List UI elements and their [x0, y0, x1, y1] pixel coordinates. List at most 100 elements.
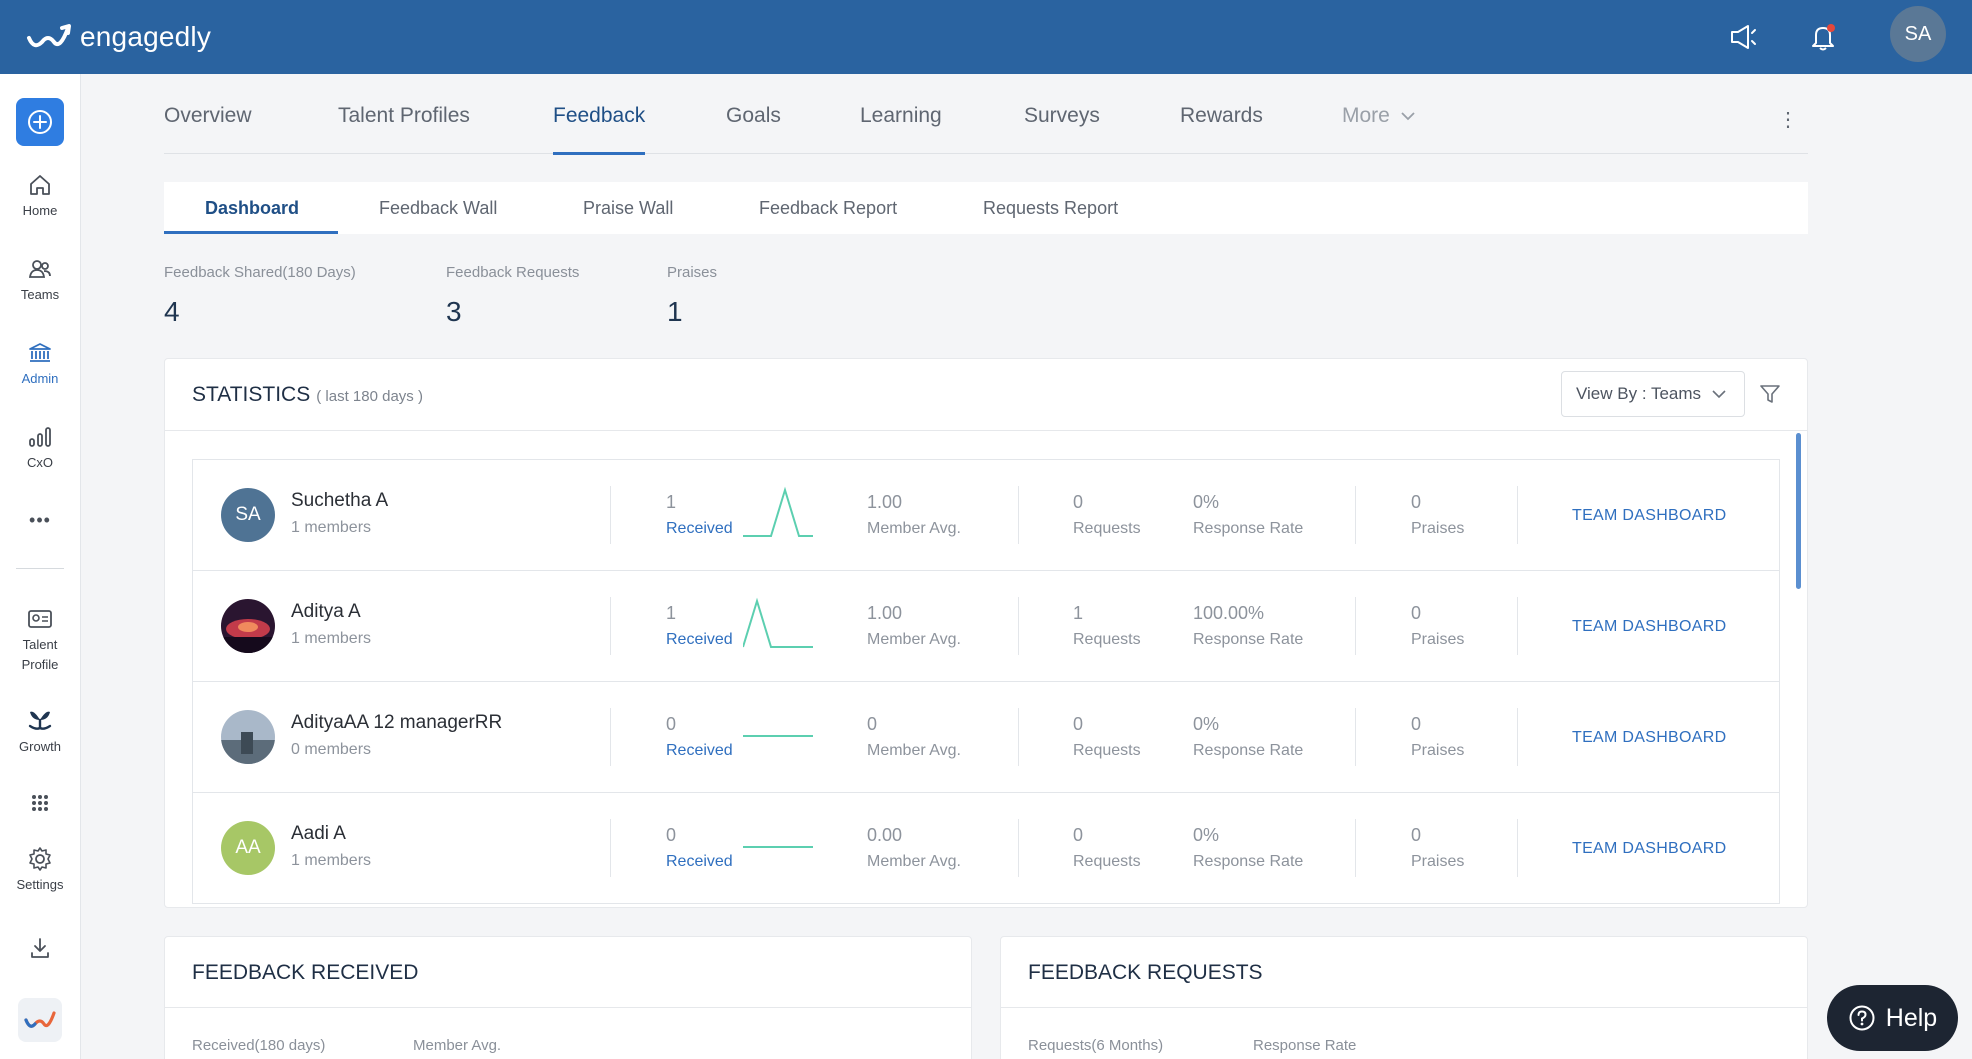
kebab-menu-icon[interactable]: ⋮ [1778, 109, 1798, 131]
rail-more-button[interactable]: ••• [0, 510, 80, 530]
requests-value: 0 [1073, 714, 1084, 734]
plus-circle-icon [28, 110, 52, 134]
rail-item-talent-profile[interactable]: Talent Profile [0, 606, 80, 675]
rail-item-settings[interactable]: Settings [0, 846, 80, 895]
summary-label-feedback-requests: Feedback Requests [446, 264, 580, 281]
received-label[interactable]: Received [666, 853, 733, 870]
engagedly-mini-logo[interactable] [18, 998, 62, 1042]
tab-surveys[interactable]: Surveys [1024, 104, 1100, 127]
team-dashboard-link[interactable]: TEAM DASHBOARD [1572, 840, 1727, 857]
column-divider [610, 819, 611, 877]
received-sparkline [743, 846, 813, 848]
panel-divider [165, 1007, 971, 1008]
subtab-feedback-report[interactable]: Feedback Report [759, 198, 898, 218]
user-avatar[interactable]: SA [1890, 6, 1946, 62]
engagedly-logo[interactable]: engagedly [26, 14, 211, 60]
tab-feedback[interactable]: Feedback [553, 104, 646, 155]
column-divider [610, 708, 611, 766]
team-row: AdityaAA 12 managerRR 0 members 0 Receiv… [193, 682, 1779, 793]
praises-label: Praises [1411, 742, 1465, 759]
rail-item-growth[interactable]: Growth [0, 706, 80, 757]
rail-item-label: CxO [27, 455, 53, 470]
rail-item-label: Teams [20, 287, 60, 302]
rail-item-teams[interactable]: Teams [0, 256, 80, 305]
team-dashboard-link[interactable]: TEAM DASHBOARD [1572, 729, 1727, 746]
received-label[interactable]: Received [666, 631, 733, 648]
column-divider [1018, 708, 1019, 766]
received-label[interactable]: Received [666, 520, 733, 537]
praises-label: Praises [1411, 853, 1465, 870]
requests-value: 0 [1073, 492, 1084, 512]
profile-card-icon [28, 610, 52, 628]
team-statistics-list: SA Suchetha A 1 members 1 Received 1.00 … [192, 459, 1780, 904]
team-members: 1 members [291, 519, 372, 536]
response-rate-value: 0% [1193, 492, 1220, 512]
received-label[interactable]: Received [666, 742, 733, 759]
column-divider [1517, 486, 1518, 544]
team-name: Aditya A [291, 601, 361, 622]
team-row: SA Suchetha A 1 members 1 Received 1.00 … [193, 460, 1779, 571]
subtab-requests-report[interactable]: Requests Report [983, 198, 1119, 218]
rail-item-home[interactable]: Home [0, 172, 80, 221]
statistics-panel: STATISTICS ( last 180 days ) View By : Te… [164, 358, 1808, 908]
rail-apps-button[interactable] [0, 792, 80, 817]
received-sparkline [743, 597, 813, 648]
response-rate-value: 0% [1193, 714, 1220, 734]
response-rate-label: Response Rate [1193, 520, 1304, 537]
team-row: Aditya A 1 members 1 Received 1.00 Membe… [193, 571, 1779, 682]
column-divider [1355, 819, 1356, 877]
subtab-dashboard[interactable]: Dashboard [205, 198, 300, 218]
tab-more[interactable]: More [1342, 104, 1416, 154]
tab-goals[interactable]: Goals [726, 104, 781, 127]
view-by-dropdown[interactable]: View By : Teams [1561, 371, 1745, 417]
member-avg-label: Member Avg. [867, 853, 961, 870]
column-divider [1018, 819, 1019, 877]
filter-icon[interactable] [1759, 383, 1781, 410]
team-avatar-photo [221, 599, 275, 653]
chevron-down-icon [1401, 112, 1415, 121]
teams-icon [28, 260, 51, 278]
rail-item-cxo[interactable]: CxO [0, 424, 80, 473]
statistics-subtitle: ( last 180 days ) [316, 388, 423, 405]
question-circle-icon [1849, 1005, 1875, 1031]
subtab-feedback-wall[interactable]: Feedback Wall [379, 198, 498, 218]
praises-value: 0 [1411, 492, 1422, 512]
statistics-title-text: STATISTICS [192, 383, 311, 406]
column-divider [1018, 597, 1019, 655]
team-name: Aadi A [291, 823, 346, 844]
tab-learning[interactable]: Learning [860, 104, 942, 127]
help-label: Help [1885, 1003, 1938, 1032]
announcement-icon[interactable] [1722, 16, 1764, 58]
received-value: 1 [666, 492, 677, 512]
column-divider [1355, 708, 1356, 766]
team-dashboard-link[interactable]: TEAM DASHBOARD [1572, 618, 1727, 635]
member-avg-value: 1.00 [867, 492, 903, 512]
rail-item-label: Home [22, 203, 58, 218]
feedback-requests-title: FEEDBACK REQUESTS [1028, 961, 1263, 984]
response-rate-label: Response Rate [1193, 631, 1304, 648]
tab-overview[interactable]: Overview [164, 104, 252, 127]
praises-value: 0 [1411, 825, 1422, 845]
chevron-down-icon [1712, 390, 1726, 399]
tab-rewards[interactable]: Rewards [1180, 104, 1263, 127]
help-button[interactable]: Help [1827, 985, 1958, 1051]
team-members: 1 members [291, 630, 372, 647]
rail-item-label: Growth [19, 739, 61, 754]
subtab-praise-wall[interactable]: Praise Wall [583, 198, 674, 218]
team-dashboard-link[interactable]: TEAM DASHBOARD [1572, 507, 1727, 524]
response-rate-value: 0% [1193, 825, 1220, 845]
statistics-scrollbar[interactable] [1796, 433, 1801, 589]
statistics-header: STATISTICS ( last 180 days ) View By : Te… [165, 359, 1807, 431]
more-dots-icon: ••• [29, 510, 51, 530]
requests-value: 0 [1073, 825, 1084, 845]
add-button[interactable] [16, 98, 64, 146]
member-avg-label: Member Avg. [867, 742, 961, 759]
grid-dots-icon [32, 795, 48, 811]
rail-item-admin[interactable]: Admin [0, 340, 80, 389]
bell-icon[interactable] [1802, 16, 1844, 58]
rail-download-button[interactable] [0, 936, 80, 963]
feedback-requests-panel: FEEDBACK REQUESTS Requests(6 Months) Res… [1000, 936, 1808, 1059]
response-rate-value: 100.00% [1193, 603, 1265, 623]
response-rate-label: Response Rate [1193, 853, 1304, 870]
tab-talent-profiles[interactable]: Talent Profiles [338, 104, 470, 127]
